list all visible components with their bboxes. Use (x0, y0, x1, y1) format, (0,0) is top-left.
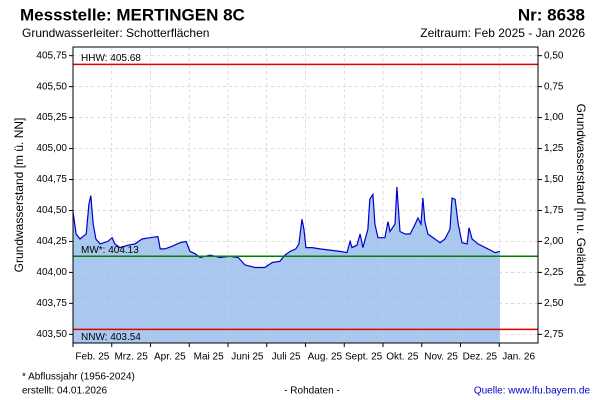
station-number: Nr: 8638 (518, 5, 585, 24)
reference-label: HHW: 405.68 (81, 53, 141, 64)
y2-tick-label: 1,00 (544, 112, 564, 123)
y-tick-label: 404,00 (36, 267, 67, 278)
y-tick-label: 405,50 (36, 81, 67, 92)
plot-frame (72, 46, 539, 344)
y-tick-label: 404,25 (36, 236, 67, 247)
raw-data-note: - Rohdaten - (284, 386, 340, 397)
x-tick-label: Mai 25 (194, 352, 224, 363)
period: Zeitraum: Feb 2025 - Jan 2026 (420, 26, 585, 40)
source-link[interactable]: Quelle: www.lfu.bayern.de (474, 386, 591, 397)
x-tick-label: Juli 25 (272, 352, 301, 363)
subtitle: Grundwasserleiter: Schotterflächen (22, 26, 209, 40)
x-tick-label: Jan. 26 (502, 352, 535, 363)
y2-tick-label: 0,75 (544, 81, 564, 92)
x-tick-label: Sept. 25 (345, 352, 383, 363)
y-tick-label: 404,75 (36, 174, 67, 185)
y-tick-label: 405,00 (36, 143, 67, 154)
x-tick-label: Juni 25 (231, 352, 264, 363)
y2-tick-label: 1,25 (544, 143, 564, 154)
y2-tick-label: 2,25 (544, 267, 564, 278)
created-date: erstellt: 04.01.2026 (22, 386, 107, 397)
x-tick-label: Dez. 25 (463, 352, 498, 363)
y-tick-label: 405,25 (36, 112, 67, 123)
y2-tick-label: 2,00 (544, 236, 564, 247)
y2-tick-label: 0,50 (544, 50, 564, 61)
reference-label: MW*: 404.13 (81, 245, 139, 256)
x-tick-label: Feb. 25 (75, 352, 109, 363)
y2-tick-label: 1,50 (544, 174, 564, 185)
y2-tick-label: 2,75 (544, 329, 564, 340)
x-tick-label: Nov. 25 (424, 352, 458, 363)
x-tick-label: Aug. 25 (308, 352, 343, 363)
x-tick-label: Okt. 25 (386, 352, 419, 363)
y2-tick-label: 1,75 (544, 205, 564, 216)
x-tick-label: Apr. 25 (154, 352, 186, 363)
y2-axis-label: Grundwasserstand [m u. Gelände] (574, 104, 588, 287)
y-tick-label: 403,50 (36, 329, 67, 340)
y2-tick-label: 2,50 (544, 298, 564, 309)
y-tick-label: 403,75 (36, 298, 67, 309)
chart-title: Messstelle: MERTINGEN 8C (20, 5, 245, 24)
y-axis-label: Grundwasserstand [m ü. NN] (12, 118, 26, 273)
reference-label: NNW: 403.54 (81, 332, 141, 343)
y-tick-label: 404,50 (36, 205, 67, 216)
x-tick-label: Mrz. 25 (114, 352, 148, 363)
level-line (72, 186, 501, 269)
y-tick-label: 405,75 (36, 50, 67, 61)
area-fill (73, 186, 500, 343)
footnote: * Abflussjahr (1956-2024) (22, 372, 135, 383)
